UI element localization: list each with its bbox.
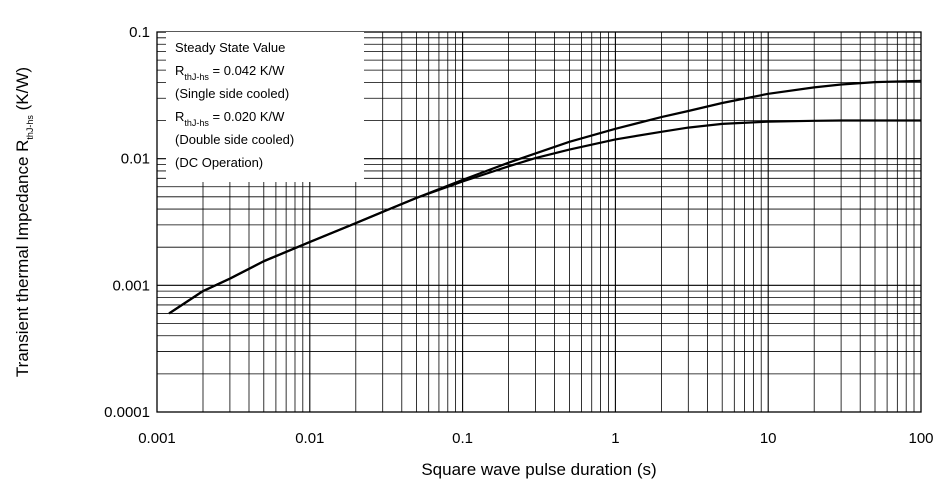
annotation-line: Steady State Value	[175, 40, 285, 55]
y-axis-label-main: Transient thermal Impedance R	[13, 140, 32, 377]
y-tick-label: 0.0001	[104, 404, 150, 421]
x-tick-label: 0.001	[138, 430, 176, 447]
y-tick-label: 0.01	[121, 151, 150, 168]
annotation-line: RthJ-hs = 0.042 K/W	[175, 63, 285, 82]
x-tick-label: 0.01	[295, 430, 324, 447]
x-tick-labels: 0.001 0.01 0.1 1 10 100	[138, 430, 933, 447]
annotation-line: (Single side cooled)	[175, 86, 289, 101]
y-tick-labels: 0.0001 0.001 0.01 0.1	[104, 24, 150, 421]
annotation-line: (DC Operation)	[175, 155, 263, 170]
annotation-background	[166, 32, 364, 182]
annotation-line: (Double side cooled)	[175, 132, 294, 147]
y-axis-label-unit: (K/W)	[13, 67, 32, 115]
x-tick-label: 1	[611, 430, 619, 447]
series-line-2	[168, 119, 921, 315]
x-tick-label: 0.1	[452, 430, 473, 447]
annotation-box: Steady State Value RthJ-hs = 0.042 K/W (Si…	[166, 32, 364, 182]
series-group	[168, 79, 922, 315]
annotation-line: RthJ-hs = 0.020 K/W	[175, 109, 285, 128]
x-tick-label: 100	[908, 430, 933, 447]
y-axis-label: Transient thermal Impedance RthJ-hs (K/W…	[13, 67, 35, 377]
plot-frame	[156, 31, 922, 413]
y-tick-label: 0.1	[129, 24, 150, 41]
y-axis-label-sub: thJ-hs	[25, 115, 35, 140]
x-axis-label: Square wave pulse duration (s)	[421, 460, 656, 479]
y-tick-label: 0.001	[112, 277, 150, 294]
x-tick-label: 10	[760, 430, 777, 447]
